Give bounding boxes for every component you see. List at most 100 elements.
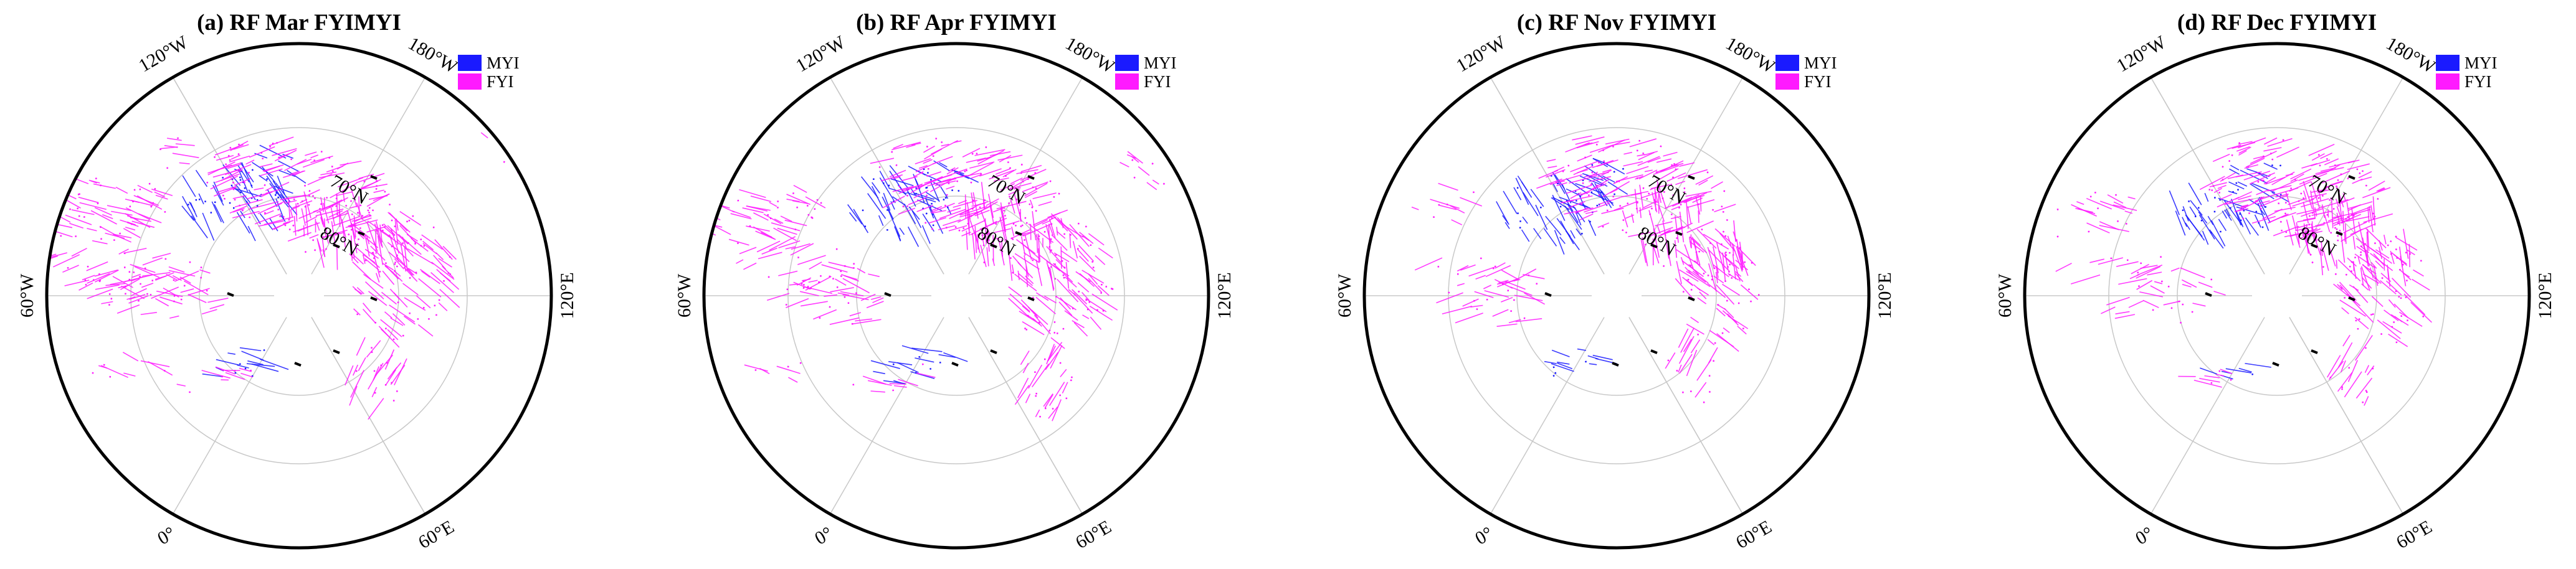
fyi-track (430, 272, 454, 293)
fyi-track (176, 383, 186, 387)
fyi-track (2336, 260, 2338, 269)
legend: MYI FYI (1115, 54, 1177, 91)
fyi-track (131, 220, 155, 228)
fyi-track (155, 272, 174, 281)
fyi-point (1063, 276, 1065, 279)
fyi-point (2345, 273, 2348, 276)
fyi-track (221, 379, 229, 381)
fyi-track (124, 274, 153, 283)
fyi-point (1622, 229, 1624, 232)
fyi-track (407, 248, 434, 265)
fyi-track (393, 273, 403, 282)
fyi-track (1014, 385, 1030, 405)
fyi-track (2263, 137, 2278, 145)
fyi-point (1735, 238, 1738, 242)
fyi-point (2238, 142, 2241, 144)
panel-title: (c) RF Nov FYIMYI (1517, 10, 1716, 35)
fyi-track (1698, 179, 1708, 186)
fyi-track (2361, 276, 2372, 289)
fyi-track (1020, 236, 1026, 256)
fyi-track (1058, 301, 1073, 316)
fyi-track (2227, 144, 2241, 150)
fyi-track (761, 247, 777, 255)
fyi-track (2300, 208, 2323, 217)
myi-point (1516, 187, 1519, 189)
fyi-track (290, 171, 300, 175)
myi-point (873, 178, 875, 180)
fyi-track (1639, 207, 1642, 219)
fyi-track (2192, 303, 2206, 307)
myi-point (1589, 220, 1591, 223)
fyi-track (756, 240, 781, 253)
fyi-track (932, 156, 953, 165)
fyi-point (1636, 177, 1638, 179)
fyi-track (2370, 248, 2393, 264)
fyi-track (929, 177, 956, 192)
fyi-track (979, 168, 1002, 177)
fyi-point (331, 170, 334, 172)
fyi-track (1663, 151, 1678, 157)
fyi-point (359, 204, 362, 207)
fyi-track (1686, 349, 1698, 377)
fyi-point (290, 158, 293, 161)
fyi-track (915, 162, 936, 172)
fyi-point (749, 225, 751, 227)
fyi-track (396, 256, 415, 276)
fyi-track (1688, 270, 1706, 283)
fyi-track (1629, 138, 1657, 148)
fyi-point (164, 258, 167, 260)
fyi-point (447, 272, 450, 274)
myi-track (2228, 181, 2245, 190)
fyi-track (1474, 291, 1494, 298)
fyi-track (47, 192, 62, 197)
fyi-track (1723, 327, 1730, 334)
fyi-point (1010, 237, 1013, 240)
fyi-point (2341, 287, 2342, 289)
fyi-track (866, 301, 884, 309)
myi-track (2169, 190, 2180, 215)
fyi-point (2372, 313, 2374, 315)
fyi-track (893, 144, 903, 149)
fyi-point (796, 206, 799, 209)
fyi-point (368, 211, 371, 214)
fyi-track (988, 194, 994, 219)
meridian-line (829, 317, 944, 515)
fyi-track (1679, 269, 1699, 282)
fyi-track (431, 261, 455, 280)
fyi-track (422, 243, 437, 255)
fyi-track (1568, 200, 1585, 209)
myi-track (893, 380, 905, 385)
fyi-track (789, 283, 799, 286)
fyi-point (406, 220, 408, 223)
fyi-region (159, 137, 199, 169)
myi-point (1590, 191, 1593, 194)
fyi-point (277, 209, 280, 211)
fyi-track (1637, 154, 1645, 157)
fyi-track (379, 224, 383, 243)
fyi-point (350, 228, 353, 231)
fyi-track (168, 266, 185, 273)
fyi-track (1089, 306, 1113, 321)
fyi-point (93, 279, 95, 281)
myi-track (899, 227, 905, 235)
fyi-point (2336, 228, 2338, 230)
fyi-point (2341, 386, 2343, 388)
fyi-track (913, 189, 929, 199)
fyi-point (140, 283, 141, 285)
fyi-point (331, 166, 333, 168)
meridian-line (311, 317, 426, 515)
fyi-point (92, 372, 94, 374)
fyi-track (2147, 271, 2162, 276)
fyi-point (970, 181, 972, 184)
polar-map: 120°W 180°W 60°W 120°E 0° 60°E 70°N 80°N (1995, 32, 2555, 553)
lon-label-0: 0° (154, 523, 179, 549)
fyi-track (1579, 191, 1590, 196)
fyi-track (227, 164, 241, 169)
fyi-track (2113, 204, 2137, 211)
fyi-track (2101, 306, 2116, 314)
fyi-point (2210, 382, 2213, 384)
fyi-track (953, 140, 962, 143)
fyi-point (1071, 376, 1073, 379)
fyi-track (249, 146, 275, 158)
myi-track (259, 213, 273, 230)
